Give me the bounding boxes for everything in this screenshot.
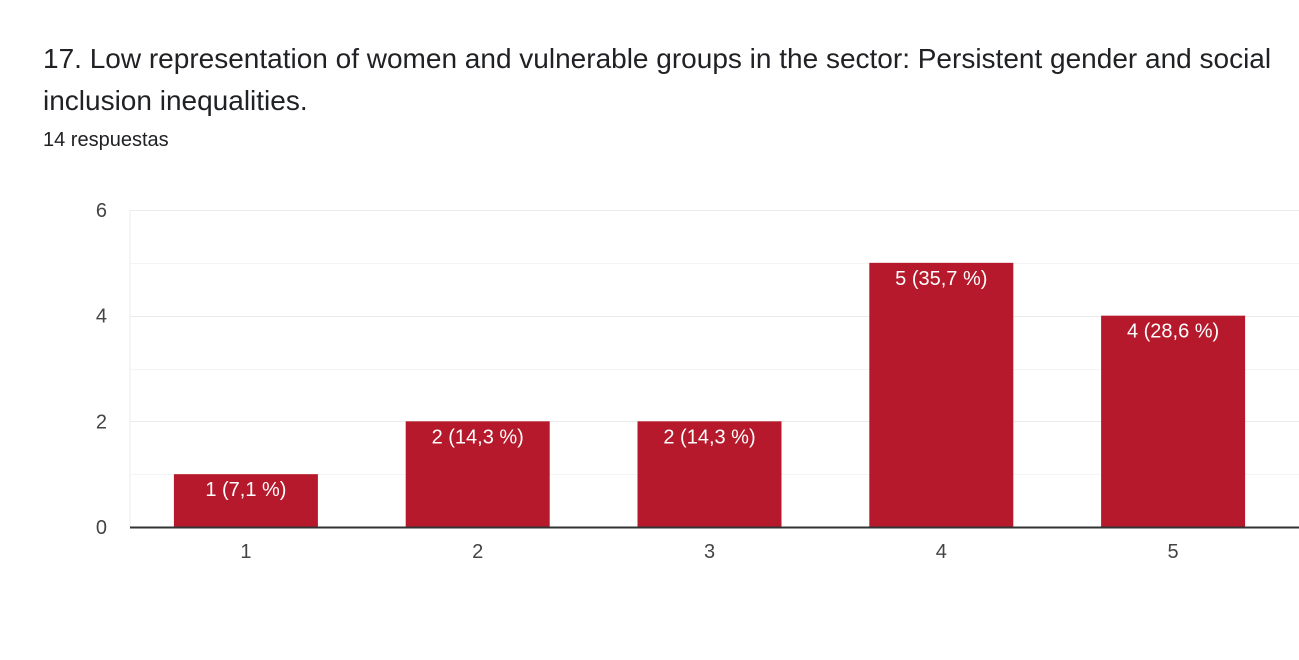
bar-data-label: 2 (14,3 %) <box>432 426 524 448</box>
y-tick-label: 4 <box>96 306 107 328</box>
bar <box>637 421 782 527</box>
x-tick-label: 3 <box>704 541 715 563</box>
x-tick-label: 2 <box>472 541 483 563</box>
x-tick-label: 4 <box>936 541 947 563</box>
y-tick-label: 0 <box>96 517 107 539</box>
bar-data-label: 5 (35,7 %) <box>895 268 987 290</box>
question-title: 17. Low representation of women and vuln… <box>43 43 1272 116</box>
x-tick-label: 5 <box>1168 541 1179 563</box>
x-tick-label: 1 <box>240 541 251 563</box>
bar-data-label: 2 (14,3 %) <box>663 426 755 448</box>
y-tick-label: 6 <box>96 200 107 222</box>
bar-data-label: 4 (28,6 %) <box>1127 321 1219 343</box>
bar <box>1101 315 1246 527</box>
bar <box>869 262 1014 527</box>
bar-data-label: 1 (7,1 %) <box>205 479 286 501</box>
bar <box>173 474 318 527</box>
response-count: 14 respuestas <box>43 129 169 151</box>
y-tick-label: 2 <box>96 411 107 433</box>
bar <box>405 421 550 527</box>
